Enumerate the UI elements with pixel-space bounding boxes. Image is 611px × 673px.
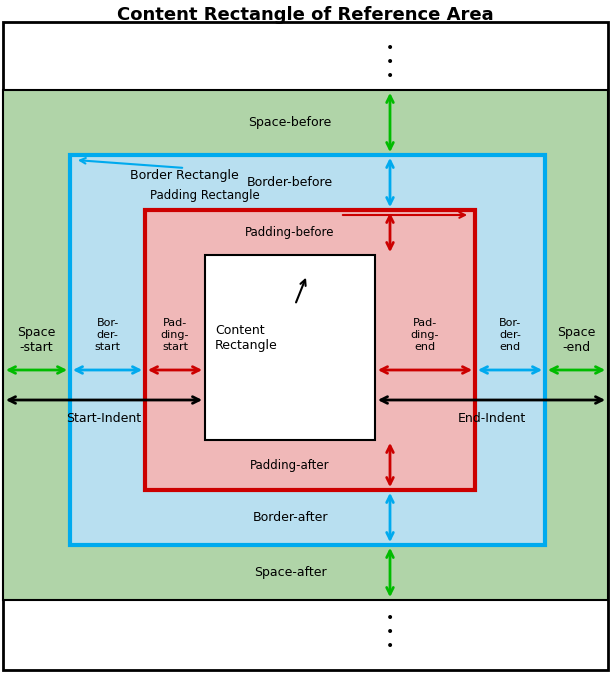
Text: Pad-
ding-
end: Pad- ding- end <box>411 318 439 351</box>
Bar <box>70 155 545 545</box>
Text: •: • <box>386 625 394 639</box>
Text: Padding-before: Padding-before <box>245 226 335 239</box>
Text: •: • <box>386 55 394 69</box>
Text: Bor-
der-
end: Bor- der- end <box>499 318 521 351</box>
Text: Padding-after: Padding-after <box>250 458 330 472</box>
Text: Border Rectangle: Border Rectangle <box>130 168 239 182</box>
Text: Content
Rectangle: Content Rectangle <box>215 324 278 351</box>
Text: End-Indent: End-Indent <box>458 411 525 425</box>
Text: Border-before: Border-before <box>247 176 333 189</box>
Text: •: • <box>386 639 394 653</box>
Text: •: • <box>386 611 394 625</box>
Text: Bor-
der-
start: Bor- der- start <box>95 318 120 351</box>
Text: Border-after: Border-after <box>252 511 327 524</box>
Bar <box>205 255 375 440</box>
Text: Start-Indent: Start-Indent <box>67 411 142 425</box>
Text: Space-before: Space-before <box>249 116 332 129</box>
Text: Space-after: Space-after <box>254 566 326 579</box>
Text: Padding Rectangle: Padding Rectangle <box>150 188 260 201</box>
Text: •: • <box>386 69 394 83</box>
Text: •: • <box>386 41 394 55</box>
Bar <box>3 90 608 600</box>
Text: Space
-start: Space -start <box>17 326 56 354</box>
Text: Space
-end: Space -end <box>557 326 596 354</box>
Text: Pad-
ding-
start: Pad- ding- start <box>161 318 189 351</box>
Text: Content Rectangle of Reference Area: Content Rectangle of Reference Area <box>117 6 494 24</box>
Bar <box>145 210 475 490</box>
